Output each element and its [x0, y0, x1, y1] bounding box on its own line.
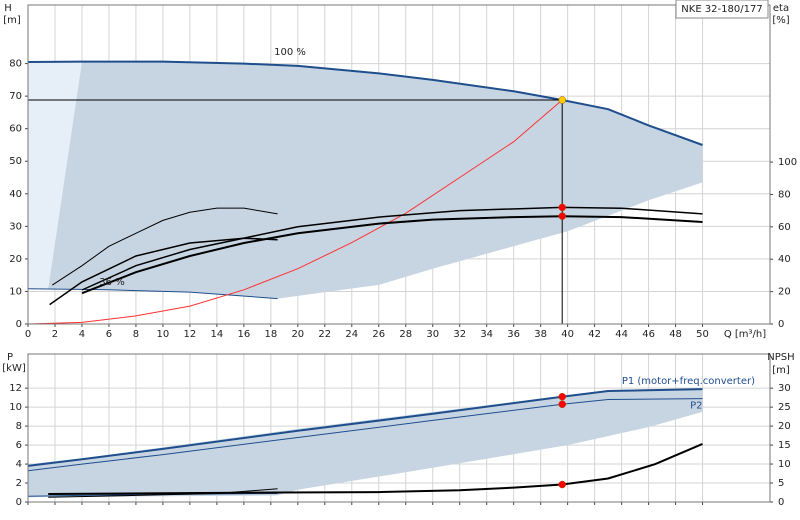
- curve: [27, 60, 703, 146]
- operating-area: [28, 61, 82, 289]
- y2-tick-label: 25: [778, 402, 791, 413]
- x-tick-label: 34: [480, 329, 493, 340]
- model-box: [675, 0, 769, 19]
- x-tick-label: 24: [345, 329, 358, 340]
- y-tick-label: 70: [9, 91, 22, 102]
- curve: [27, 288, 278, 300]
- y-tick-label: 4: [16, 459, 22, 470]
- y2-tick-label: 5: [778, 478, 784, 489]
- y-tick-label: 80: [9, 59, 22, 70]
- x-tick-label: 28: [399, 329, 412, 340]
- y-tick-label: 20: [9, 254, 22, 265]
- y2-tick-label: 15: [778, 440, 791, 451]
- curve: [27, 388, 703, 467]
- y2-tick-label: 30: [778, 383, 791, 394]
- operating-area: [28, 388, 703, 498]
- duty-point: [558, 400, 566, 409]
- y2-axis-label: eta: [773, 3, 789, 14]
- y-tick-label: 2: [16, 478, 22, 489]
- annotation: 100 %: [274, 47, 306, 58]
- x-tick-label: 42: [588, 329, 601, 340]
- y-tick-label: 8: [16, 421, 22, 432]
- y2-tick-label: 60: [778, 222, 791, 233]
- y-tick-label: 0: [16, 319, 22, 330]
- y-tick-label: 50: [9, 156, 22, 167]
- curve: [27, 398, 703, 472]
- x-tick-label: 36: [507, 329, 520, 340]
- y2-tick-label: 80: [778, 189, 791, 200]
- duty-point: [558, 392, 566, 401]
- curve: [52, 207, 278, 286]
- duty-point: [558, 203, 566, 212]
- annotation: 36 %: [99, 277, 124, 288]
- series-label: P1 (motor+freq.converter): [622, 376, 755, 387]
- y2-axis-label: NPSH: [767, 352, 794, 363]
- curve: [81, 215, 703, 295]
- y2-tick-label: 20: [778, 287, 791, 298]
- x-tick-label: 50: [696, 329, 709, 340]
- duty-point: [558, 96, 566, 104]
- x-tick-label: 22: [318, 329, 331, 340]
- y-tick-label: 30: [9, 221, 22, 232]
- x-tick-label: 48: [669, 329, 682, 340]
- x-tick-label: 46: [642, 329, 655, 340]
- y-axis-unit: [m]: [3, 15, 21, 26]
- y2-tick-label: 100: [778, 157, 797, 168]
- y-tick-label: 60: [9, 124, 22, 135]
- x-tick-label: 6: [106, 329, 112, 340]
- x-tick-label: 8: [133, 329, 139, 340]
- model-label: NKE 32-180/177: [681, 4, 762, 15]
- y2-tick-label: 20: [778, 421, 791, 432]
- curve: [48, 488, 278, 498]
- x-tick-label: 40: [561, 329, 574, 340]
- x-tick-label: 20: [291, 329, 304, 340]
- x-tick-label: 12: [184, 329, 197, 340]
- y-tick-label: 10: [9, 402, 22, 413]
- y2-tick-label: 40: [778, 254, 791, 265]
- x-tick-label: 30: [426, 329, 439, 340]
- operating-area: [48, 61, 703, 299]
- plot-border: [27, 4, 771, 325]
- y-axis-unit: [kW]: [2, 363, 26, 374]
- y2-tick-label: 10: [778, 459, 791, 470]
- y-tick-label: 0: [16, 497, 22, 508]
- x-tick-label: 32: [453, 329, 466, 340]
- x-axis-label: Q [m³/h]: [724, 329, 766, 340]
- y-tick-label: 12: [9, 383, 22, 394]
- x-tick-label: 44: [615, 329, 628, 340]
- x-tick-label: 38: [534, 329, 547, 340]
- y-tick-label: 10: [9, 286, 22, 297]
- y2-axis-unit: [%]: [772, 15, 789, 26]
- x-tick-label: 10: [157, 329, 170, 340]
- x-tick-label: 16: [237, 329, 250, 340]
- duty-point: [558, 212, 566, 220]
- curve: [49, 237, 278, 306]
- x-tick-label: 4: [79, 329, 85, 340]
- x-tick-label: 26: [372, 329, 385, 340]
- plot-border: [27, 353, 771, 503]
- curve: [48, 442, 703, 495]
- y2-tick-label: 0: [778, 497, 784, 508]
- y-tick-label: 6: [16, 440, 22, 451]
- y-tick-label: 40: [9, 189, 22, 200]
- duty-point: [558, 480, 566, 489]
- curve: [81, 206, 703, 291]
- series-label: P2: [690, 401, 702, 412]
- y2-axis-unit: [m]: [772, 365, 790, 376]
- y-axis-label: P: [7, 352, 13, 363]
- x-tick-label: 0: [25, 329, 31, 340]
- y-axis-label: H: [4, 3, 12, 14]
- x-tick-label: 14: [211, 329, 224, 340]
- x-tick-label: 18: [264, 329, 277, 340]
- curve: [27, 99, 563, 325]
- x-tick-label: 2: [52, 329, 58, 340]
- y2-tick-label: 0: [778, 319, 784, 330]
- curve: [27, 493, 278, 497]
